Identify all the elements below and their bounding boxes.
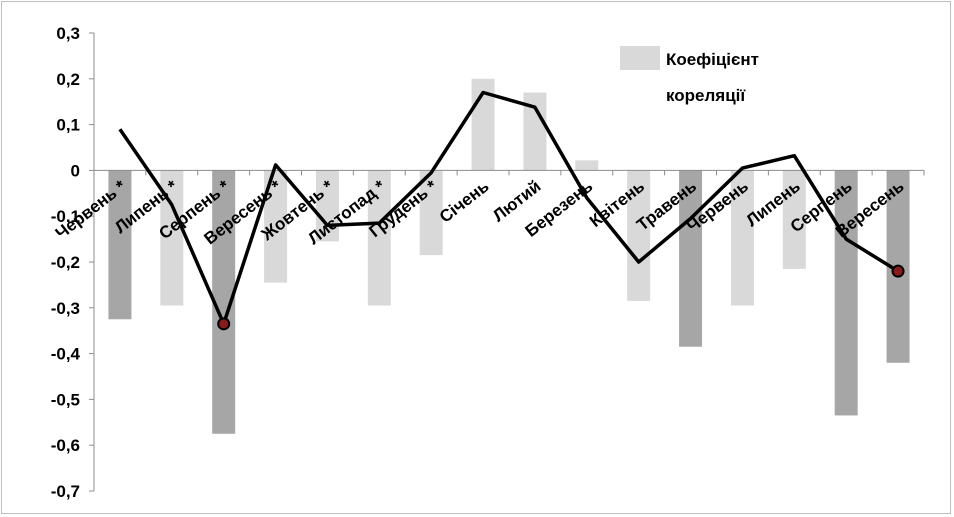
y-tick-label: -0,2 xyxy=(51,253,80,272)
bar xyxy=(160,170,184,306)
bar xyxy=(264,170,288,283)
line-marker xyxy=(217,317,231,331)
bar xyxy=(730,170,754,306)
correlation-line xyxy=(118,90,900,326)
y-tick-label: -0,5 xyxy=(51,390,80,409)
y-tick-label: 0,2 xyxy=(56,70,80,89)
line-series xyxy=(118,90,905,331)
bar xyxy=(523,92,547,171)
y-tick-label: 0,3 xyxy=(56,24,80,43)
y-tick-label: 0,1 xyxy=(56,116,80,135)
bar xyxy=(367,170,391,306)
bar xyxy=(834,170,858,416)
bar xyxy=(782,170,806,269)
bar xyxy=(108,170,132,320)
y-tick-label: -0,3 xyxy=(51,299,80,318)
bar xyxy=(419,170,443,256)
y-tick-label: -0,6 xyxy=(51,436,80,455)
bar-series xyxy=(108,78,910,434)
legend-label-line-1: Коефіцієнт xyxy=(666,50,759,69)
legend-label-line-2: кореляції xyxy=(666,86,746,105)
y-tick-label: -0,4 xyxy=(51,345,81,364)
y-tick-label: 0 xyxy=(71,161,80,180)
legend: Коефіцієнт кореляції xyxy=(620,46,759,105)
axes: 0,3 0,2 0,1 0 -0,1 -0,2 -0,3 -0,4 -0,5 -0,6 -0,7 xyxy=(51,24,925,501)
bar xyxy=(575,160,599,171)
line-marker xyxy=(891,264,905,278)
category-label: Січень xyxy=(436,177,493,227)
y-tick-label: -0,7 xyxy=(51,482,80,501)
legend-swatch xyxy=(620,46,660,70)
y-tick-label: -0,1 xyxy=(51,207,80,226)
bar xyxy=(627,170,651,301)
bar xyxy=(212,170,236,434)
